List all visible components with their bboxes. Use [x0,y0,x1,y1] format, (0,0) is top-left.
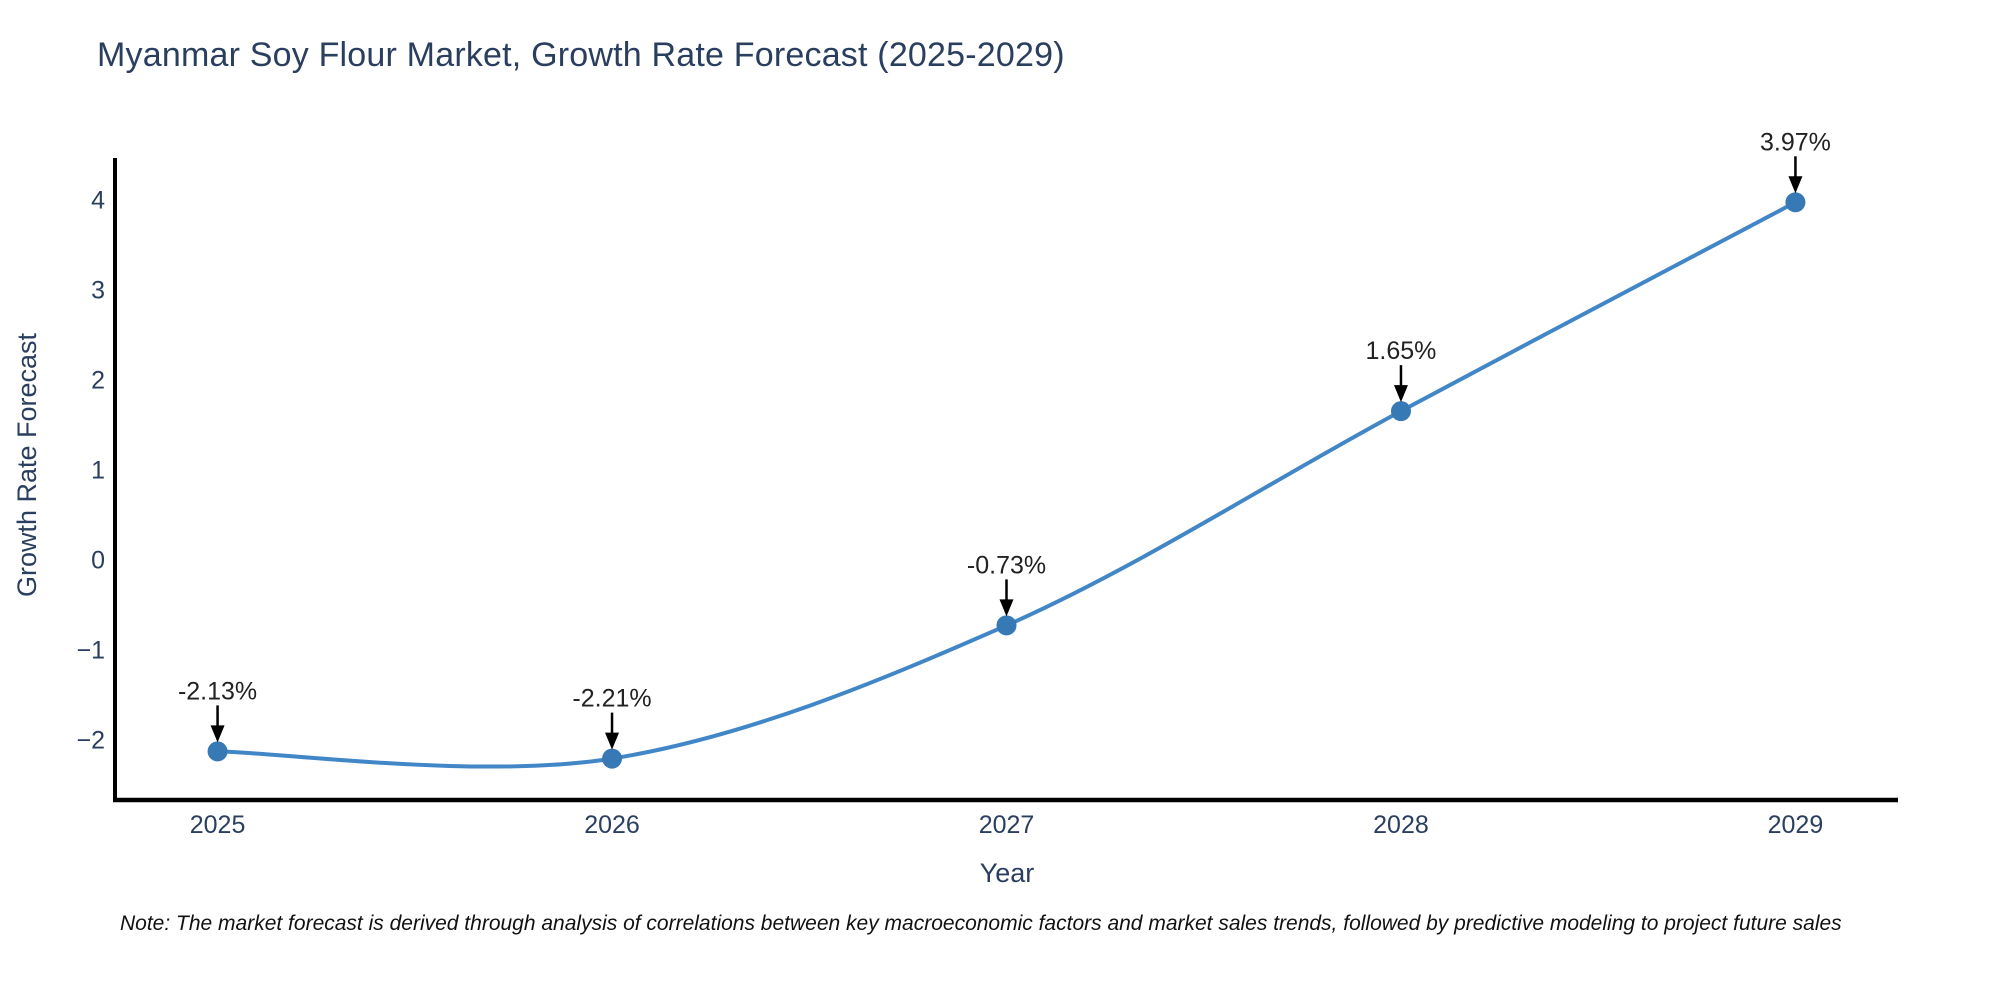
y-tick-label: 3 [91,277,105,305]
x-tick-label: 2025 [190,811,246,839]
annotation-arrow-head [1788,176,1803,194]
data-point-marker [1390,401,1411,422]
y-tick-label: −1 [76,637,105,665]
data-point-label: -0.73% [967,551,1046,579]
data-point-label: 3.97% [1760,128,1831,156]
y-tick-label: 4 [91,187,105,215]
annotation-arrow-head [210,725,225,743]
y-tick-label: −2 [76,727,105,755]
y-tick-label: 2 [91,367,105,395]
data-point-label: -2.21% [572,685,651,713]
x-tick-label: 2028 [1373,811,1429,839]
data-point-marker [996,615,1017,636]
chart-title: Myanmar Soy Flour Market, Growth Rate Fo… [97,36,1065,74]
y-tick-label: 0 [91,547,105,575]
y-tick-label: 1 [91,457,105,485]
forecast-line [215,200,1798,769]
data-point-marker [207,741,228,762]
x-tick-label: 2029 [1768,811,1824,839]
data-point-marker [602,748,623,769]
data-point-marker [1785,192,1806,213]
x-axis-title: Year [979,858,1035,888]
annotation-arrow-head [999,599,1014,617]
annotation-arrow-head [1393,385,1408,403]
annotation-arrow-head [605,732,620,750]
data-point-label: -2.13% [178,677,257,705]
data-point-label: 1.65% [1366,337,1437,365]
footnote: Note: The market forecast is derived thr… [120,912,1842,935]
x-tick-label: 2026 [584,811,640,839]
x-tick-label: 2027 [979,811,1035,839]
